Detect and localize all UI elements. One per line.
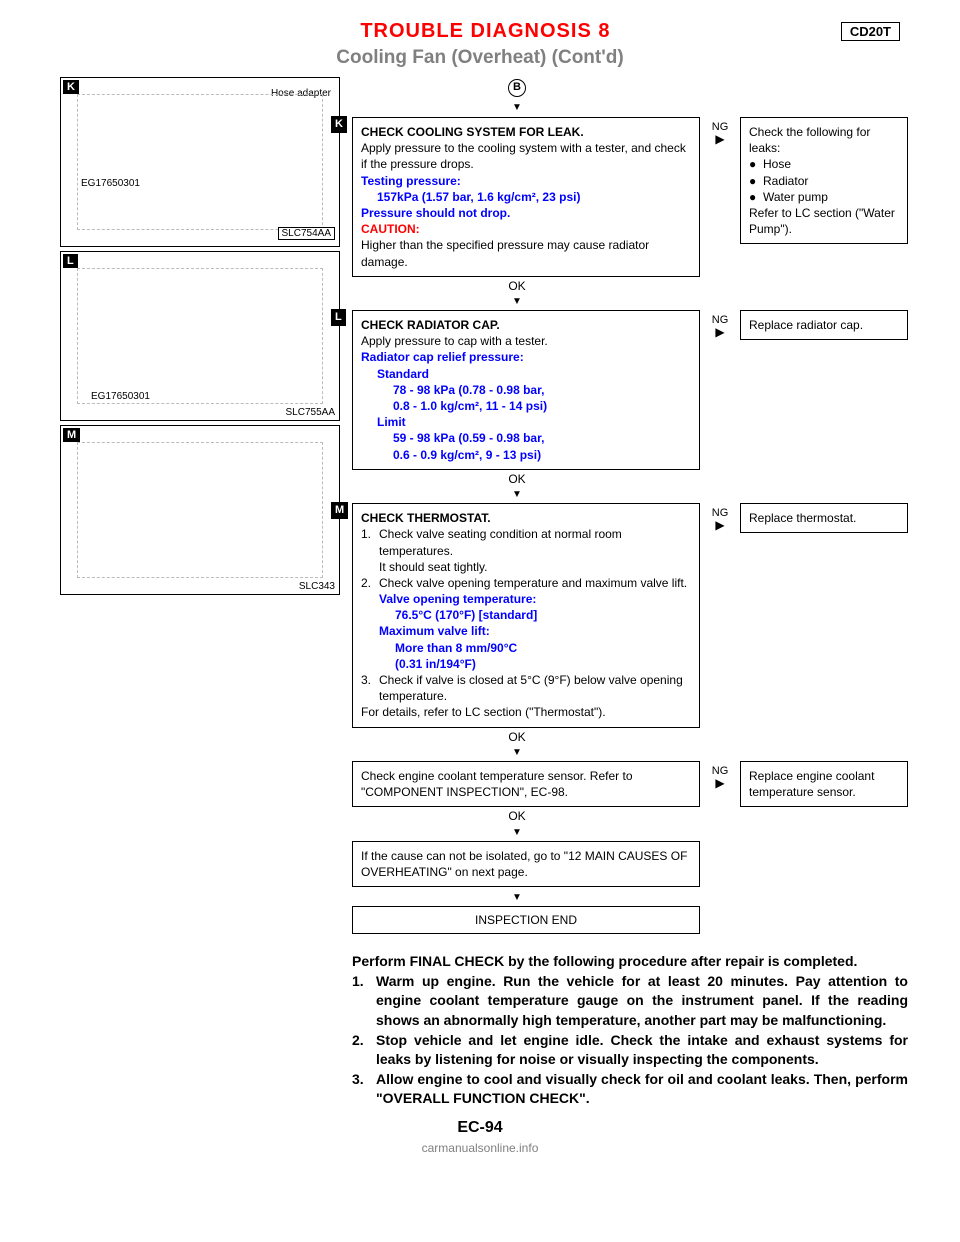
arrow-right-icon: ▶ xyxy=(715,326,724,338)
step-item: Check if valve is closed at 5°C (9°F) be… xyxy=(379,672,691,704)
flow-connector: B xyxy=(508,79,526,97)
bullet-item: Water pump xyxy=(763,189,828,205)
std-label: Standard xyxy=(361,366,691,382)
arrow-down-icon xyxy=(512,486,522,500)
ng-action-box: Replace radiator cap. xyxy=(740,310,908,340)
ng-action-box: Check the following for leaks: ●Hose ●Ra… xyxy=(740,117,908,244)
ng-action-ref: Refer to LC section ("Water Pump"). xyxy=(749,205,899,237)
step-title: CHECK COOLING SYSTEM FOR LEAK. xyxy=(361,124,691,140)
arrow-down-icon xyxy=(512,97,522,114)
limit-value: 59 - 98 kPa (0.59 - 0.98 bar, xyxy=(361,430,691,446)
step-title: CHECK THERMOSTAT. xyxy=(361,510,691,526)
ng-action-box: Replace engine coolant temperature senso… xyxy=(740,761,908,807)
diagram-l: L EG17650301 SLC755AA xyxy=(60,251,340,421)
spec-value: More than 8 mm/90°C xyxy=(361,640,691,656)
page-number: EC-94 xyxy=(60,1119,900,1137)
step-text: Check engine coolant temperature sensor.… xyxy=(361,769,633,799)
arrow-down-icon xyxy=(512,293,522,307)
ng-action-text: Check the following for leaks: xyxy=(749,124,899,156)
flow-step-k: K CHECK COOLING SYSTEM FOR LEAK. Apply p… xyxy=(352,117,700,277)
flow-step-sensor: Check engine coolant temperature sensor.… xyxy=(352,761,700,807)
arrow-right-icon: ▶ xyxy=(715,519,724,531)
step-badge: K xyxy=(331,116,347,133)
std-value: 0.8 - 1.0 kg/cm², 11 - 14 psi) xyxy=(361,398,691,414)
final-item: Stop vehicle and let engine idle. Check … xyxy=(376,1031,908,1070)
flow-step-l: L CHECK RADIATOR CAP. Apply pressure to … xyxy=(352,310,700,470)
diagram-k: K Hose adapter EG17650301 SLC754AA xyxy=(60,77,340,247)
flow-step-m: M CHECK THERMOSTAT. 1.Check valve seatin… xyxy=(352,503,700,727)
step-text: Apply pressure to cap with a tester. xyxy=(361,333,691,349)
arrow-right-icon: ▶ xyxy=(715,777,724,789)
final-item: Allow engine to cool and visually check … xyxy=(376,1070,908,1109)
spec-value: 76.5°C (170°F) [standard] xyxy=(361,607,691,623)
ng-action-text: Replace thermostat. xyxy=(749,511,856,525)
ng-action-text: Replace radiator cap. xyxy=(749,318,863,332)
step-title: CHECK RADIATOR CAP. xyxy=(361,317,691,333)
step-tail: For details, refer to LC section ("Therm… xyxy=(361,704,691,720)
arrow-down-icon xyxy=(512,889,522,903)
step-item: Check valve opening temperature and maxi… xyxy=(379,575,687,591)
spec-value: (0.31 in/194°F) xyxy=(361,656,691,672)
limit-value: 0.6 - 0.9 kg/cm², 9 - 13 psi) xyxy=(361,447,691,463)
diagram-letter: M xyxy=(63,428,80,442)
spec-label: Testing pressure: xyxy=(361,173,691,189)
bullet-item: Radiator xyxy=(763,173,808,189)
caution-text: Higher than the specified pressure may c… xyxy=(361,237,691,269)
step-text: If the cause can not be isolated, go to … xyxy=(361,849,687,879)
std-value: 78 - 98 kPa (0.78 - 0.98 bar, xyxy=(361,382,691,398)
engine-badge: CD20T xyxy=(841,22,900,41)
footer-watermark: carmanualsonline.info xyxy=(60,1141,900,1155)
ng-action-text: Replace engine coolant temperature senso… xyxy=(749,769,874,799)
ok-label: OK xyxy=(508,472,525,486)
ng-action-box: Replace thermostat. xyxy=(740,503,908,533)
figure-ref: SLC343 xyxy=(299,581,335,592)
bullet-item: Hose xyxy=(763,156,791,172)
spec-note: Pressure should not drop. xyxy=(361,205,691,221)
ok-label: OK xyxy=(508,730,525,744)
arrow-down-icon xyxy=(512,744,522,758)
final-item: Warm up engine. Run the vehicle for at l… xyxy=(376,972,908,1031)
step-badge: L xyxy=(331,309,346,326)
diagram-letter: K xyxy=(63,80,79,94)
page-subtitle: Cooling Fan (Overheat) (Cont'd) xyxy=(60,47,900,69)
flow-step-isolate: If the cause can not be isolated, go to … xyxy=(352,841,700,887)
flow-end: INSPECTION END xyxy=(352,906,700,934)
spec-label: Radiator cap relief pressure: xyxy=(361,349,691,365)
caution-label: CAUTION: xyxy=(361,221,691,237)
spec-label: Valve opening temperature: xyxy=(361,591,691,607)
arrow-right-icon: ▶ xyxy=(715,133,724,145)
figure-ref-inline: SLC754AA xyxy=(278,227,335,240)
step-text: Apply pressure to the cooling system wit… xyxy=(361,140,691,172)
ok-label: OK xyxy=(508,809,525,823)
ok-label: OK xyxy=(508,279,525,293)
final-lead: Perform FINAL CHECK by the following pro… xyxy=(352,952,908,972)
diagram-m: M SLC343 xyxy=(60,425,340,595)
arrow-down-icon xyxy=(512,824,522,838)
section-title: TROUBLE DIAGNOSIS 8 xyxy=(130,20,841,43)
spec-label: Maximum valve lift: xyxy=(361,623,691,639)
diagram-letter: L xyxy=(63,254,78,268)
step-badge: M xyxy=(331,502,348,519)
figure-ref: SLC755AA xyxy=(286,407,335,418)
spec-value: 157kPa (1.57 bar, 1.6 kg/cm², 23 psi) xyxy=(361,189,691,205)
step-item: Check valve seating condition at normal … xyxy=(379,526,691,575)
limit-label: Limit xyxy=(361,414,691,430)
